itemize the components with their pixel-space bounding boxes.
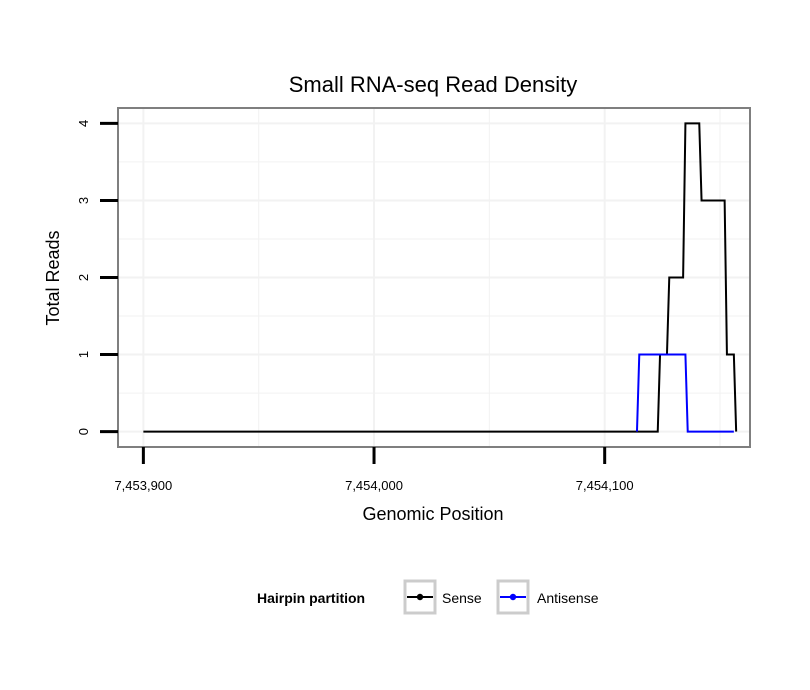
grid-lines <box>118 108 750 447</box>
legend-key-antisense-dot <box>509 593 517 601</box>
y-tick-label: 0 <box>76 428 91 435</box>
legend-label-sense: Sense <box>442 590 482 606</box>
y-axis-title: Total Reads <box>43 230 63 325</box>
x-axis-title: Genomic Position <box>362 504 503 524</box>
legend: Hairpin partition Sense Antisense <box>257 579 599 615</box>
legend-key-sense-dot <box>416 593 424 601</box>
legend-label-antisense: Antisense <box>537 590 599 606</box>
y-axis: 0 1 2 3 4 <box>76 120 118 435</box>
y-tick-label: 3 <box>76 197 91 204</box>
x-axis: 7,453,900 7,454,000 7,454,100 <box>114 447 634 493</box>
y-tick-label: 1 <box>76 351 91 358</box>
series-lines <box>143 122 738 433</box>
series-line-antisense <box>635 353 734 433</box>
chart-title: Small RNA-seq Read Density <box>289 72 578 97</box>
y-tick-label: 2 <box>76 274 91 281</box>
x-tick-label: 7,453,900 <box>114 478 172 493</box>
x-tick-label: 7,454,000 <box>345 478 403 493</box>
legend-title: Hairpin partition <box>257 590 365 606</box>
x-tick-label: 7,454,100 <box>576 478 634 493</box>
y-tick-label: 4 <box>76 120 91 127</box>
